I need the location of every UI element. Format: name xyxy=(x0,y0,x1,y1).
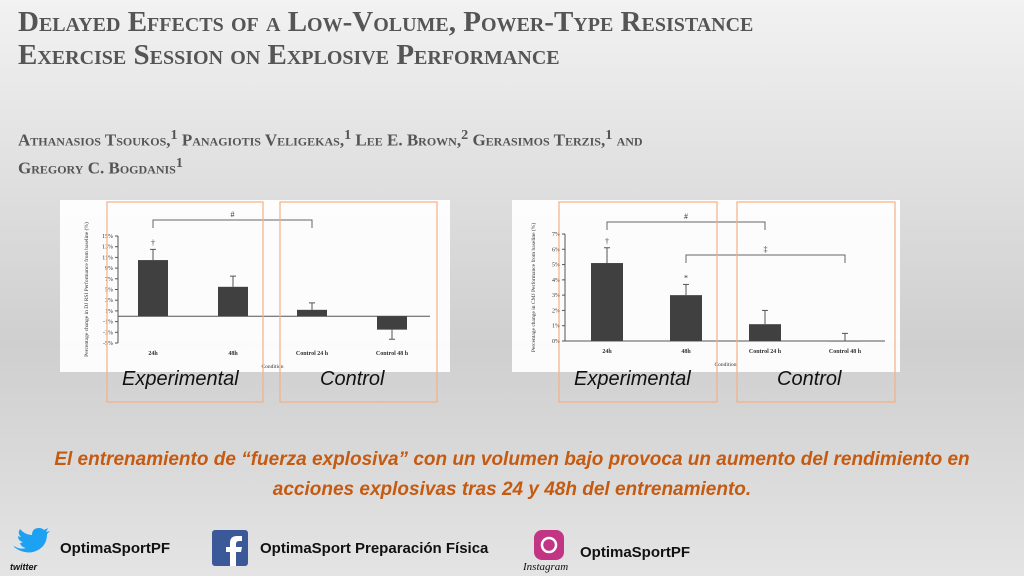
group-label: Control xyxy=(320,368,385,390)
y-tick-label: -5% xyxy=(103,341,113,347)
bar xyxy=(749,324,781,341)
y-tick-label: 3% xyxy=(552,293,560,299)
affiliation: 2 xyxy=(461,127,469,143)
author: Gerasimos Terzis, xyxy=(472,130,606,150)
significance-marker: † xyxy=(151,238,155,247)
y-tick-label: 9% xyxy=(105,266,113,272)
y-tick-label: 11% xyxy=(102,255,113,261)
bracket-label: # xyxy=(684,212,688,221)
chart-background xyxy=(512,200,900,372)
author: Panagiotis Veligekas, xyxy=(181,130,345,150)
y-axis-label: Percentage change in DJ RSI Performance … xyxy=(83,222,90,357)
y-tick-label: 1% xyxy=(552,324,560,330)
x-tick-label: 48h xyxy=(228,351,238,357)
y-tick-label: 7% xyxy=(105,277,113,283)
y-tick-label: 0% xyxy=(552,339,560,345)
affiliation: 1 xyxy=(170,127,178,143)
twitter-handle: OptimaSportPF xyxy=(60,540,171,557)
chart-background xyxy=(60,200,450,372)
group-box xyxy=(736,201,896,403)
facebook-f xyxy=(226,536,242,566)
y-tick-label: 1% xyxy=(105,309,113,315)
group-label: Experimental xyxy=(122,368,239,390)
significance-bracket xyxy=(685,254,846,263)
y-tick-label: 5% xyxy=(552,263,560,269)
x-tick-label: Control 24 h xyxy=(749,349,782,355)
bar xyxy=(829,341,861,342)
y-tick-label: 3% xyxy=(105,298,113,304)
bar xyxy=(138,260,168,317)
bar xyxy=(377,316,407,330)
author: Lee E. Brown, xyxy=(355,130,462,150)
group-label: Experimental xyxy=(574,368,691,390)
x-axis-label: Condition xyxy=(261,364,283,370)
author: Gregory C. Bogdanis xyxy=(18,158,176,178)
x-tick-label: 24h xyxy=(148,351,158,357)
authors: Athanasios Tsoukos,1 Panagiotis Veligeka… xyxy=(18,124,778,179)
twitter-label: twitter xyxy=(10,562,37,572)
significance-bracket xyxy=(606,221,766,230)
group-box xyxy=(279,201,438,403)
y-tick-label: -3% xyxy=(103,330,113,336)
significance-marker: * xyxy=(684,273,688,282)
caption: El entrenamiento de “fuerza explosiva” c… xyxy=(54,449,970,500)
y-tick-label: 7% xyxy=(552,232,560,238)
significance-marker: † xyxy=(605,237,609,246)
y-tick-label: 6% xyxy=(552,247,560,253)
y-tick-label: 2% xyxy=(552,308,560,314)
instagram-label: Instagram xyxy=(523,561,569,573)
significance-bracket xyxy=(152,219,313,228)
bar xyxy=(218,286,248,317)
facebook-handle: OptimaSport Preparación Física xyxy=(260,540,489,557)
conjunction: and xyxy=(616,130,643,150)
bar xyxy=(670,295,702,341)
instagram-icon xyxy=(534,530,564,560)
bar xyxy=(297,309,327,317)
affiliation: 1 xyxy=(344,127,352,143)
x-axis-label: Condition xyxy=(714,362,736,368)
instagram-handle: OptimaSportPF xyxy=(580,544,691,561)
facebook-icon xyxy=(212,530,248,566)
y-tick-label: 5% xyxy=(105,288,113,294)
group-box xyxy=(106,201,264,403)
paper-title: Delayed Effects of a Low-Volume, Power-T… xyxy=(18,6,754,71)
x-tick-label: 48h xyxy=(681,349,691,355)
x-tick-label: 24h xyxy=(602,349,612,355)
bracket-label: ‡ xyxy=(764,245,768,254)
affiliation: 1 xyxy=(605,127,613,143)
charts: -5%-3%-1%1%3%5%7%9%11%13%15%Percentage c… xyxy=(60,200,900,403)
author: Athanasios Tsoukos, xyxy=(18,130,171,150)
x-tick-label: Control 24 h xyxy=(296,351,329,357)
group-label: Control xyxy=(777,368,842,390)
group-box xyxy=(558,201,718,403)
twitter-icon xyxy=(14,528,50,553)
affiliation: 1 xyxy=(175,154,183,171)
x-tick-label: Control 48 h xyxy=(829,349,862,355)
x-tick-label: Control 48 h xyxy=(376,351,409,357)
bar xyxy=(591,263,623,341)
instagram-lens xyxy=(540,536,558,554)
y-tick-label: -1% xyxy=(103,320,113,326)
bracket-label: # xyxy=(231,210,235,219)
y-axis-label: Percentage change in CMJ Performance fro… xyxy=(530,223,537,353)
y-tick-label: 4% xyxy=(552,278,560,284)
